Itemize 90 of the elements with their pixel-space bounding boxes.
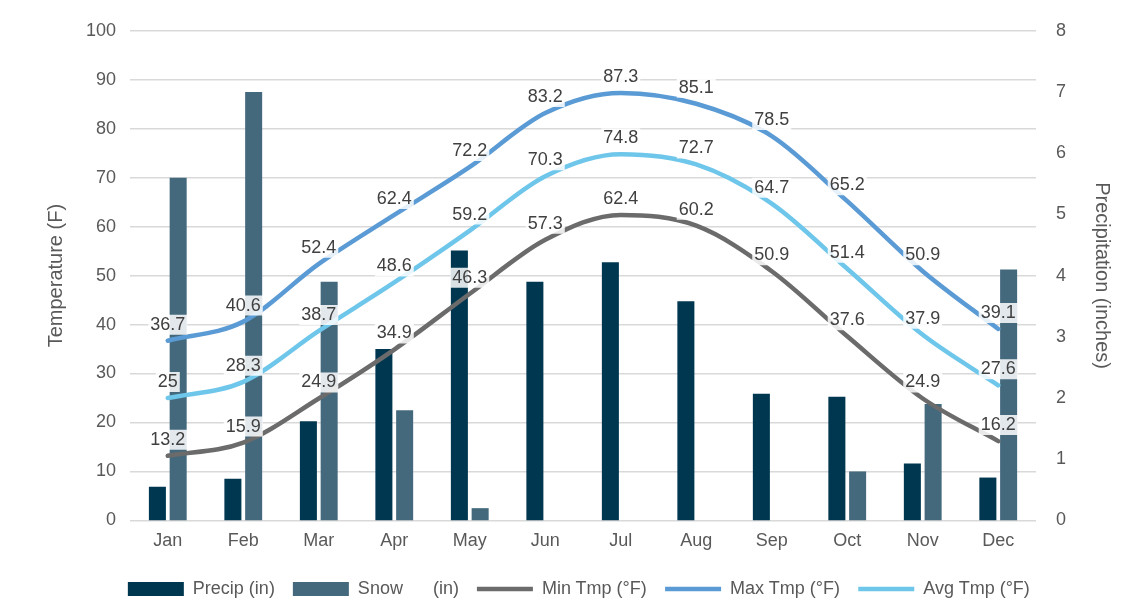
- data-label: 16.2: [980, 414, 1016, 435]
- data-label: 65.2: [829, 174, 865, 195]
- legend-label: Max Tmp (°F): [730, 577, 840, 598]
- y2-tick-label: 7: [1055, 80, 1066, 101]
- legend-label: Min Tmp (°F): [541, 577, 647, 598]
- data-label: 50.9: [754, 244, 790, 265]
- data-label: 57.3: [527, 212, 563, 233]
- legend-label: Avg Tmp (°F): [923, 577, 1030, 598]
- data-label: 37.6: [829, 309, 865, 330]
- data-label: 87.3: [603, 65, 639, 86]
- data-label: 85.1: [678, 76, 714, 97]
- data-label: 62.4: [603, 187, 639, 208]
- data-label: 28.3: [225, 354, 261, 375]
- bar: [752, 393, 770, 521]
- y-tick-label: 80: [96, 117, 117, 138]
- x-tick-label: Feb: [227, 530, 259, 551]
- x-tick-label: Aug: [680, 530, 713, 551]
- data-label: 72.7: [678, 137, 714, 158]
- data-label: 62.4: [376, 187, 412, 208]
- y2-tick-label: 1: [1055, 448, 1066, 469]
- data-label: 59.2: [452, 203, 488, 224]
- data-label: 64.7: [754, 176, 790, 197]
- data-label: 13.2: [150, 428, 186, 449]
- x-tick-label: Jul: [609, 530, 633, 551]
- data-label: 74.8: [603, 127, 639, 148]
- y2-axis-title: Precipitation (inches): [1092, 182, 1115, 369]
- x-tick-label: Jan: [153, 530, 183, 551]
- x-tick-label: Sep: [755, 530, 788, 551]
- bar: [849, 471, 867, 521]
- y-tick-label: 30: [96, 362, 117, 383]
- bar: [299, 421, 317, 521]
- data-label: 38.7: [301, 303, 337, 324]
- y2-tick-label: 2: [1055, 386, 1066, 407]
- x-tick-label: Dec: [982, 530, 1015, 551]
- data-label: 48.6: [376, 255, 412, 276]
- x-tick-label: Nov: [906, 530, 939, 551]
- y-tick-label: 0: [106, 509, 117, 530]
- bar: [677, 301, 695, 521]
- data-label: 36.7: [150, 313, 186, 334]
- y-tick-label: 40: [96, 313, 117, 334]
- data-label: 39.1: [980, 301, 1016, 322]
- bar: [924, 404, 942, 521]
- y2-tick-label: 0: [1055, 509, 1066, 530]
- x-tick-label: Oct: [833, 530, 862, 551]
- legend-label: Precip (in): [192, 577, 275, 598]
- bar: [396, 410, 414, 521]
- data-label: 60.2: [678, 198, 714, 219]
- y2-tick-label: 6: [1055, 142, 1066, 163]
- bar: [224, 478, 242, 521]
- data-label: 15.9: [225, 415, 261, 436]
- y-tick-label: 50: [96, 264, 117, 285]
- bar: [471, 508, 489, 521]
- data-label: 52.4: [301, 236, 337, 257]
- data-label: 78.5: [754, 109, 790, 130]
- bar: [979, 477, 997, 521]
- bar: [148, 486, 166, 521]
- data-label: 40.6: [225, 294, 261, 315]
- data-label: 24.9: [905, 371, 941, 392]
- y-tick-label: 20: [96, 411, 117, 432]
- bar: [375, 349, 393, 521]
- bar: [828, 396, 846, 521]
- y2-tick-label: 4: [1055, 264, 1066, 285]
- data-label: 83.2: [527, 86, 563, 107]
- data-label: 27.6: [980, 358, 1016, 379]
- x-tick-label: Jun: [530, 530, 560, 551]
- y-tick-label: 10: [96, 460, 117, 481]
- data-label: 34.9: [376, 322, 412, 343]
- bar: [526, 281, 544, 521]
- legend-label: Snow (in): [357, 577, 459, 598]
- y-axis-title: Temperature (F): [43, 203, 66, 348]
- data-label: 50.9: [905, 244, 941, 265]
- data-label: 25: [157, 370, 178, 391]
- y2-tick-label: 3: [1055, 325, 1066, 346]
- data-label: 72.2: [452, 139, 488, 160]
- y-tick-label: 90: [96, 68, 117, 89]
- y-tick-label: 100: [85, 19, 117, 40]
- data-label: 46.3: [452, 266, 488, 287]
- data-label: 37.9: [905, 307, 941, 328]
- bar: [601, 262, 619, 521]
- bar: [903, 463, 921, 521]
- y-tick-label: 60: [96, 215, 117, 236]
- x-tick-label: Mar: [303, 530, 335, 551]
- data-label: 24.9: [301, 371, 337, 392]
- x-tick-label: Apr: [380, 530, 409, 551]
- y2-tick-label: 8: [1055, 19, 1066, 40]
- x-tick-label: May: [452, 530, 487, 551]
- data-label: 51.4: [829, 241, 865, 262]
- data-label: 70.3: [527, 149, 563, 170]
- y2-tick-label: 5: [1055, 203, 1066, 224]
- y-tick-label: 70: [96, 166, 117, 187]
